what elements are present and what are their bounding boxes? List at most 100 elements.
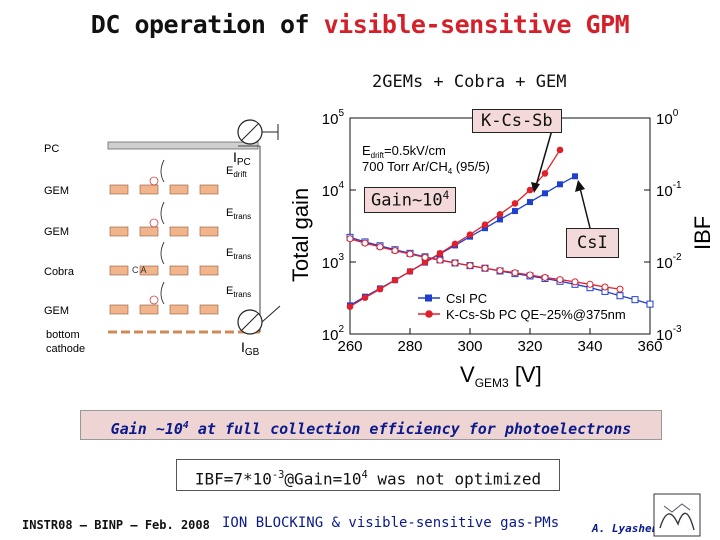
cobra-electrode-label: C A	[132, 265, 147, 275]
ammeter-top	[237, 119, 279, 147]
y-right-tick-label: 10-1	[656, 180, 682, 200]
slide-title: DC operation of visible-sensitive GPM	[0, 10, 720, 39]
data-point-k-cs-sb-ibf	[616, 285, 624, 293]
y-left-tick-label: 102	[322, 324, 345, 344]
data-point-k-cs-sb-ibf	[601, 283, 609, 291]
data-point-k-cs-sb-ibf	[571, 278, 579, 286]
x-axis-label: VGEM3 [V]	[460, 362, 542, 390]
data-point-k-cs-sb-pc-qe-25-375nm	[406, 268, 414, 275]
data-point-csi-pc	[557, 181, 563, 188]
data-point-k-cs-sb-pc-qe-25-375nm	[376, 285, 384, 293]
chart-legend: CsI PC K-Cs-Sb PC QE~25%@375nm	[418, 291, 626, 322]
gain-statement: Gain ~104 at full collection efficiency …	[80, 410, 662, 440]
x-tick-label: 260	[337, 338, 362, 355]
arrow-csi-head	[575, 180, 585, 192]
data-point-k-cs-sb-ibf	[391, 247, 399, 255]
data-point-csi-ibf	[616, 292, 624, 300]
data-point-k-cs-sb-pc-qe-25-375nm	[526, 186, 534, 194]
data-point-k-cs-sb-pc-qe-25-375nm	[511, 200, 519, 207]
arrow-kcssb	[535, 129, 553, 187]
field-label-trans-2: Etrans	[226, 247, 251, 261]
y-left-tick-label: 104	[322, 180, 345, 200]
x-tick-label: 320	[517, 338, 542, 355]
data-point-csi-pc	[512, 208, 518, 215]
ibf-note: IBF=7*10-3@Gain=104 was not optimized	[176, 459, 560, 491]
data-point-csi-pc	[497, 216, 503, 223]
data-point-k-cs-sb-pc-qe-25-375nm	[361, 294, 369, 301]
x-tick-label: 340	[577, 338, 602, 355]
x-tick-label: 300	[457, 338, 482, 355]
field-label-trans-1: Etrans	[226, 207, 251, 221]
slide-subtitle: 2GEMs + Cobra + GEM	[372, 72, 567, 92]
data-point-k-cs-sb-pc-qe-25-375nm	[346, 303, 354, 310]
data-point-k-cs-sb-ibf	[346, 235, 354, 243]
y-right-tick-label: 10-3	[656, 324, 682, 344]
gem-foil-2	[109, 218, 219, 237]
data-point-k-cs-sb-ibf	[436, 256, 444, 264]
data-point-csi-pc	[527, 199, 533, 206]
ammeter-bottom	[237, 305, 281, 335]
data-point-k-cs-sb-ibf	[511, 269, 519, 277]
y-axis-label-left: Total gain	[288, 188, 313, 282]
footer-conference: INSTR08 – BINP – Feb. 2008	[22, 518, 210, 532]
data-point-k-cs-sb-pc-qe-25-375nm	[556, 146, 564, 154]
data-point-k-cs-sb-ibf	[526, 271, 534, 279]
x-tick-label: 360	[637, 338, 662, 355]
data-point-csi-ibf	[646, 300, 654, 308]
data-point-k-cs-sb-pc-qe-25-375nm	[481, 221, 489, 228]
field-label-trans-3: Etrans	[226, 285, 251, 299]
legend-entry-kcssb: K-Cs-Sb PC QE~25%@375nm	[446, 307, 626, 322]
layer-label-gem-2: GEM	[44, 226, 69, 238]
pc-plate	[107, 141, 259, 150]
chart-background	[292, 108, 720, 392]
data-point-k-cs-sb-ibf	[451, 259, 459, 267]
current-label-gb: IGB	[241, 339, 260, 358]
field-label-drift: Edrift	[226, 165, 247, 179]
data-point-k-cs-sb-ibf	[361, 239, 369, 247]
title-prefix: DC operation of	[90, 10, 324, 39]
y-right-tick-label: 10-2	[656, 252, 682, 272]
gem-foil-3	[109, 295, 219, 315]
callout-csi: CsI	[566, 228, 619, 258]
data-point-k-cs-sb-pc-qe-25-375nm	[466, 231, 474, 238]
layer-label-bottom: bottom	[46, 329, 80, 341]
data-point-csi-pc	[572, 173, 578, 180]
data-point-k-cs-sb-ibf	[376, 243, 384, 251]
layer-label-gem-3: GEM	[44, 305, 69, 317]
conditions-line-1: Edrift=0.5kV/cm	[362, 143, 446, 160]
data-point-csi-pc	[482, 225, 488, 232]
data-point-k-cs-sb-pc-qe-25-375nm	[421, 259, 429, 266]
data-point-k-cs-sb-pc-qe-25-375nm	[541, 170, 549, 177]
layer-label-gem-1: GEM	[44, 185, 69, 197]
data-point-k-cs-sb-ibf	[586, 280, 594, 288]
gain-ibf-chart: 260 280 300 320 340 360 102 103 104 105 10-3 10-2 10…	[288, 108, 720, 392]
institute-logo	[653, 493, 701, 537]
data-point-k-cs-sb-pc-qe-25-375nm	[496, 210, 504, 218]
data-point-k-cs-sb-pc-qe-25-375nm	[451, 240, 459, 248]
data-point-k-cs-sb-ibf	[496, 267, 504, 275]
data-point-csi-ibf	[631, 296, 639, 304]
data-point-k-cs-sb-ibf	[406, 250, 414, 258]
y-left-tick-label: 105	[322, 108, 345, 128]
detector-diagram: PC GEM GEM C A Cobra GEM bottom cathode	[44, 119, 281, 358]
footer-author: A. Lyashenko	[592, 522, 672, 535]
arrow-csi	[579, 187, 591, 229]
cobra-foil	[109, 265, 219, 276]
data-point-k-cs-sb-ibf	[481, 264, 489, 272]
y-right-tick-label: 100	[656, 108, 679, 128]
y-left-tick-label: 103	[322, 252, 345, 272]
callout-kcssb: K-Cs-Sb	[472, 109, 562, 133]
data-point-csi-pc	[542, 190, 548, 197]
y-axis-label-right: IBF	[690, 216, 715, 250]
data-point-k-cs-sb-pc-qe-25-375nm	[391, 276, 399, 284]
data-point-k-cs-sb-pc-qe-25-375nm	[436, 250, 444, 257]
current-label-pc: IPC	[233, 149, 251, 168]
footer-title: ION BLOCKING & visible-sensitive gas-PMs	[222, 515, 560, 531]
callout-gain: Gain~104	[364, 187, 457, 213]
data-point-k-cs-sb-ibf	[421, 253, 429, 261]
layer-label-cobra: Cobra	[44, 266, 75, 278]
legend-entry-csi: CsI PC	[446, 291, 487, 306]
conditions-line-2: 700 Torr Ar/CH4 (95/5)	[362, 159, 490, 176]
title-highlight: visible-sensitive GPM	[323, 10, 630, 39]
layer-label-cathode: cathode	[46, 343, 85, 355]
